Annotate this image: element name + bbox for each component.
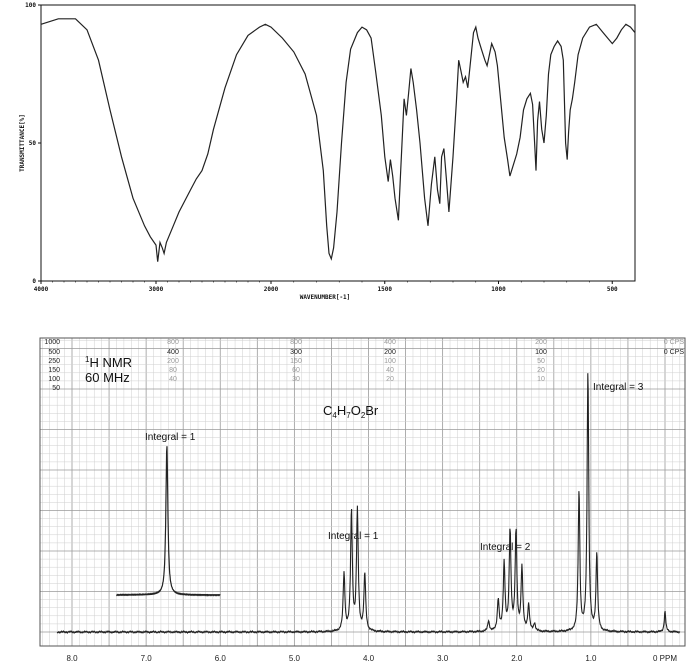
nmr-x-tick-label: 2.0 <box>511 654 523 663</box>
ir-y-tick-label: 50 <box>29 140 37 147</box>
nmr-scale-label: 80 <box>169 367 177 374</box>
integral-label-quartet: Integral = 1 <box>328 531 379 542</box>
nmr-nucleus-superscript: 1 <box>85 355 90 364</box>
nmr-formula: C4H7O2Br <box>323 403 379 420</box>
formula-o-count: 2 <box>361 411 366 420</box>
ir-y-ticks: 100 50 0 <box>25 2 41 285</box>
nmr-scale-left-label: 250 <box>48 358 60 365</box>
nmr-scale-label: 100 <box>384 358 396 365</box>
nmr-scale-label: 200 <box>167 358 179 365</box>
nmr-x-tick-label: 7.0 <box>141 654 153 663</box>
nmr-scale-label: 100 <box>535 349 547 356</box>
nmr-scale-label: 200 <box>535 339 547 346</box>
nmr-frequency-label: 60 MHz <box>85 370 130 385</box>
nmr-scale-label: 300 <box>290 349 302 356</box>
nmr-scale-left-label: 100 <box>48 376 60 383</box>
nmr-scale-right-label: 0 CPS <box>664 339 685 346</box>
nmr-scale-label: 800 <box>167 339 179 346</box>
nmr-scale-right-label: 0 CPS <box>664 349 685 356</box>
nmr-scale-label: 40 <box>386 367 394 374</box>
nmr-x-ticks: 8.0 7.0 6.0 5.0 4.0 3.0 2.0 1.0 0 PPM <box>66 654 677 663</box>
nmr-scale-left-label: 150 <box>48 367 60 374</box>
formula-br: Br <box>365 403 379 418</box>
nmr-scale-label: 200 <box>384 349 396 356</box>
formula-c: C <box>323 403 332 418</box>
nmr-scale-label: 60 <box>292 367 300 374</box>
nmr-scale-label: 30 <box>292 376 300 383</box>
nmr-scale-label: 400 <box>384 339 396 346</box>
nmr-x-tick-label: 6.0 <box>215 654 227 663</box>
nmr-scale-label: 150 <box>290 358 302 365</box>
nmr-scale-left-label: 500 <box>48 349 60 356</box>
ir-x-ticks: 4000 3000 2000 1500 1000 500 <box>34 281 618 293</box>
nmr-x-tick-label: 5.0 <box>289 654 301 663</box>
nmr-plot-frame <box>39 337 686 647</box>
nmr-spectrum-line <box>56 373 681 635</box>
formula-h-count: 7 <box>346 411 351 420</box>
nmr-x-tick-label: 1.0 <box>585 654 597 663</box>
ir-plot-frame <box>40 4 636 282</box>
ir-x-tick-label: 4000 <box>34 286 49 293</box>
nmr-scale-label: 50 <box>537 358 545 365</box>
integral-label-triplet: Integral = 3 <box>593 382 644 393</box>
nmr-x-tick-label: 3.0 <box>437 654 449 663</box>
nmr-scale-left-label: 50 <box>52 385 60 392</box>
nmr-scale-label: 10 <box>537 376 545 383</box>
nmr-scale-label: 800 <box>290 339 302 346</box>
nmr-scale-label: 20 <box>537 367 545 374</box>
nmr-scale-label: 40 <box>169 376 177 383</box>
integral-label-multiplet: Integral = 2 <box>480 542 531 553</box>
ir-y-tick-label: 0 <box>32 278 36 285</box>
nmr-x-tick-label: 0 PPM <box>653 654 677 663</box>
nmr-x-tick-label: 4.0 <box>363 654 375 663</box>
ir-x-tick-label: 3000 <box>149 286 164 293</box>
ir-x-tick-label: 500 <box>607 286 618 293</box>
ir-x-tick-label: 1000 <box>491 286 506 293</box>
formula-h: H <box>337 403 346 418</box>
ir-x-tick-label: 2000 <box>264 286 279 293</box>
nmr-scale-labels: 1000500250150100508004002008040800300150… <box>44 339 684 392</box>
formula-o: O <box>351 403 361 418</box>
nmr-scale-left-label: 1000 <box>44 339 60 346</box>
ir-y-tick-label: 100 <box>25 2 36 9</box>
ir-xlabel: WAVENUMBER[-1] <box>300 294 351 301</box>
nmr-scale-label: 400 <box>167 349 179 356</box>
nmr-inset-peak <box>116 446 221 597</box>
nmr-x-tick-label: 8.0 <box>66 654 78 663</box>
ir-series-line <box>40 18 636 262</box>
nmr-nucleus-text: H NMR <box>89 355 132 370</box>
ir-x-tick-label: 1500 <box>378 286 393 293</box>
nmr-spectrum-chart: 1000500250150100508004002008040800300150… <box>39 337 686 663</box>
formula-c-count: 4 <box>332 411 337 420</box>
nmr-scale-label: 20 <box>386 376 394 383</box>
nmr-nucleus-label: 1H NMR <box>85 355 132 370</box>
integral-label-inset: Integral = 1 <box>145 432 196 443</box>
ir-ylabel: TRANSMITTANCE[%] <box>19 114 26 172</box>
